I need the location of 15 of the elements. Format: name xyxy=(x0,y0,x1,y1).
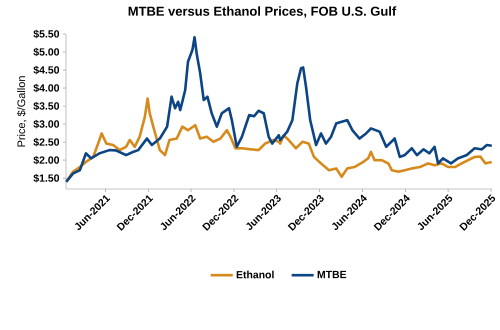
y-tick-label: $3.00 xyxy=(33,120,60,128)
y-axis-title: Price, $/Gallon xyxy=(16,76,26,147)
line-series xyxy=(64,36,494,184)
chart-title: MTBE versus Ethanol Prices, FOB U.S. Gulf xyxy=(128,6,396,18)
line-series xyxy=(64,97,494,184)
legend-label: MTBE xyxy=(318,270,346,278)
y-tick-label: $2.00 xyxy=(33,156,60,164)
y-tick-label: $5.50 xyxy=(33,30,60,38)
y-tick-label: $4.00 xyxy=(33,84,60,92)
y-tick-label: $5.00 xyxy=(33,48,60,56)
y-tick-label: $3.50 xyxy=(33,102,60,110)
y-tick-label: $1.50 xyxy=(33,174,60,182)
y-tick-label: $4.50 xyxy=(33,66,60,74)
y-tick-label: $2.50 xyxy=(33,138,60,146)
legend-label: Ethanol xyxy=(236,270,274,278)
